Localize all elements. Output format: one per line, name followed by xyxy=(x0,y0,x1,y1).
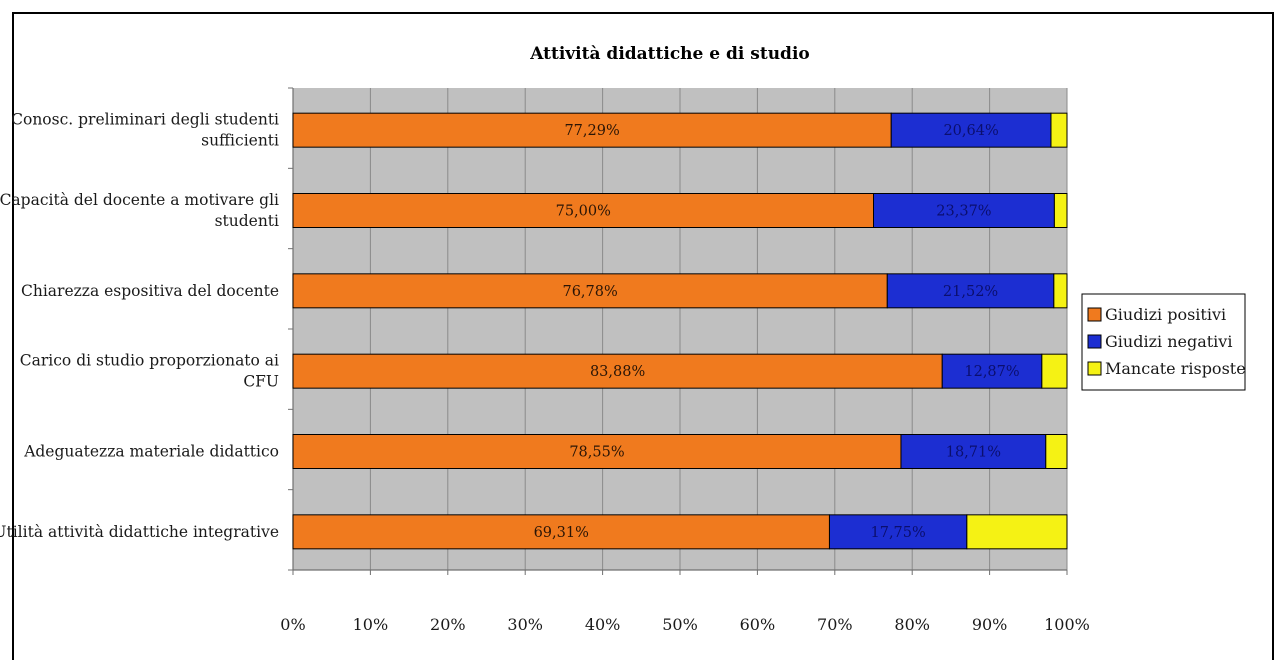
x-tick-label: 40% xyxy=(585,615,621,634)
bar-mancate-risposte xyxy=(966,514,1068,550)
bar-giudizi-negativi xyxy=(873,193,1055,228)
category-label: Chiarezza espositiva del docente xyxy=(21,282,279,300)
legend-label: Giudizi negativi xyxy=(1105,332,1232,351)
data-label: 76,78% xyxy=(562,284,617,300)
data-label: 12,87% xyxy=(964,364,1019,380)
category-label-line: sufficienti xyxy=(201,132,279,150)
bar-giudizi-positivi xyxy=(292,434,902,469)
x-tick-label: 20% xyxy=(430,615,466,634)
legend-swatch xyxy=(1087,334,1102,349)
x-tick-label: 80% xyxy=(894,615,930,634)
bar-mancate-risposte xyxy=(1053,273,1068,309)
x-tick-label: 60% xyxy=(740,615,776,634)
bar-mancate-risposte xyxy=(1050,112,1068,148)
bar-giudizi-positivi xyxy=(292,353,943,389)
bar-giudizi-negativi xyxy=(900,434,1047,469)
data-label: 78,55% xyxy=(569,445,624,461)
category-label: Adeguatezza materiale didattico xyxy=(23,443,279,461)
data-label: 21,52% xyxy=(943,284,998,300)
bar-giudizi-positivi xyxy=(292,193,874,228)
bar-giudizi-positivi xyxy=(292,273,888,309)
x-tick-label: 0% xyxy=(280,615,305,634)
category-label: Utilità attività didattiche integrative xyxy=(0,523,279,541)
bar-giudizi-positivi xyxy=(292,112,892,148)
bar-giudizi-positivi xyxy=(292,514,830,550)
legend-label: Giudizi positivi xyxy=(1105,305,1226,324)
category-label-line: Carico di studio proporzionato ai xyxy=(20,352,279,370)
category-label-line: Chiarezza espositiva del docente xyxy=(21,282,279,300)
data-label: 69,31% xyxy=(534,525,589,541)
bar-giudizi-negativi xyxy=(941,353,1043,389)
x-tick-label: 10% xyxy=(353,615,389,634)
data-label: 17,75% xyxy=(871,525,926,541)
legend-label: Mancate risposte xyxy=(1105,359,1246,378)
x-tick-label: 50% xyxy=(662,615,698,634)
category-label-line: Conosc. preliminari degli studenti xyxy=(11,111,279,129)
legend xyxy=(1081,293,1246,391)
data-label: 77,29% xyxy=(564,123,619,139)
data-label: 23,37% xyxy=(936,204,991,220)
category-label-line: Adeguatezza materiale didattico xyxy=(23,443,279,461)
category-label: Carico di studio proporzionato ai CFU xyxy=(20,352,279,391)
category-label-line: Utilità attività didattiche integrative xyxy=(0,523,279,541)
bar-giudizi-negativi xyxy=(828,514,968,550)
x-tick-label: 30% xyxy=(507,615,543,634)
bar-mancate-risposte xyxy=(1053,193,1068,228)
data-label: 18,71% xyxy=(946,445,1001,461)
x-tick-label: 70% xyxy=(817,615,853,634)
data-label: 20,64% xyxy=(943,123,998,139)
category-label-line: Capacità del docente a motivare gli xyxy=(0,191,279,209)
x-tick-label: 100% xyxy=(1044,615,1090,634)
category-label: Capacità del docente a motivare gli stude… xyxy=(0,191,279,230)
bar-mancate-risposte xyxy=(1045,434,1068,469)
legend-swatch xyxy=(1087,307,1102,322)
x-tick-label: 90% xyxy=(972,615,1008,634)
category-label-line: CFU xyxy=(243,373,279,391)
category-label-line: studenti xyxy=(215,212,279,230)
chart-title: Attività didattiche e di studio xyxy=(529,44,810,64)
category-label: Conosc. preliminari degli studenti suffic… xyxy=(11,111,279,150)
legend-swatch xyxy=(1087,361,1102,376)
bar-giudizi-negativi xyxy=(886,273,1055,309)
bar-mancate-risposte xyxy=(1041,353,1068,389)
data-label: 75,00% xyxy=(556,204,611,220)
data-label: 83,88% xyxy=(590,364,645,380)
